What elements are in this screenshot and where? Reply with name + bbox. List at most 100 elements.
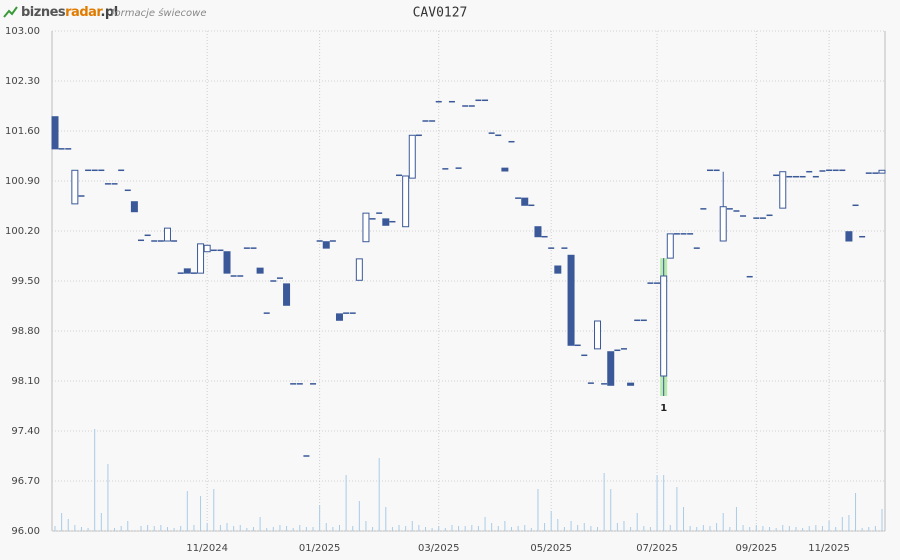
candle-body — [223, 251, 231, 274]
candle-body — [455, 167, 462, 169]
candle-body — [753, 217, 760, 219]
candle-body — [118, 169, 125, 172]
candle-body — [581, 354, 588, 357]
candle-body — [740, 215, 747, 217]
x-tick-label: 01/2025 — [299, 543, 341, 554]
candle-body — [726, 208, 733, 210]
candle-body — [859, 235, 866, 238]
candle-body — [270, 280, 277, 282]
candle-body — [521, 197, 529, 206]
candle-body — [865, 172, 872, 174]
candle-body — [574, 344, 581, 347]
logo-part: radar — [65, 5, 103, 20]
candle-body — [190, 272, 197, 274]
candle-body — [693, 247, 700, 249]
candle-body — [839, 169, 846, 172]
candle-body — [58, 148, 65, 150]
y-tick-label: 98.10 — [11, 376, 40, 387]
candle-body — [415, 134, 422, 137]
y-tick-label: 98.80 — [11, 326, 40, 337]
candle-body — [310, 383, 317, 385]
candle-body — [396, 174, 403, 177]
x-tick-label: 03/2025 — [418, 543, 460, 554]
candle-body — [197, 243, 205, 274]
candle-body — [826, 169, 833, 172]
candle-body — [806, 170, 813, 173]
candle-body — [680, 233, 687, 235]
y-tick-label: 97.40 — [11, 426, 40, 437]
candle-body — [607, 351, 615, 386]
candle-body — [554, 265, 562, 274]
y-tick-label: 103.00 — [5, 26, 40, 37]
candle-body — [65, 148, 72, 150]
candle-body — [296, 383, 303, 385]
candle-body — [171, 240, 178, 242]
x-tick-label: 11/2025 — [808, 543, 850, 554]
candle-body — [376, 212, 383, 214]
candle-body — [389, 220, 396, 223]
candle-body — [250, 247, 257, 249]
candle-body — [812, 175, 819, 178]
candle-body — [362, 212, 370, 243]
candle-body — [508, 140, 515, 143]
candle-body — [78, 195, 85, 197]
candle-body — [746, 275, 753, 278]
candle-body — [422, 120, 429, 122]
candle-body — [799, 175, 806, 178]
candle-body — [786, 175, 793, 178]
candle-body — [157, 240, 164, 242]
candle-body — [442, 168, 449, 170]
candle-body — [601, 383, 608, 385]
candle-body — [766, 214, 773, 217]
x-tick-label: 05/2025 — [530, 543, 572, 554]
candle-body — [151, 240, 158, 242]
candle-body — [832, 169, 839, 172]
candle-body — [51, 116, 59, 150]
y-tick-label: 100.20 — [5, 226, 40, 237]
logo-part: .pl — [100, 5, 117, 20]
candle-body — [567, 254, 575, 346]
candle-body — [329, 240, 336, 242]
candle-body — [130, 201, 138, 213]
candle-body — [355, 258, 363, 281]
candle-body — [587, 382, 594, 384]
candle-body — [719, 206, 727, 242]
candle-body — [468, 105, 475, 107]
candle-body — [177, 272, 184, 274]
candle-body — [647, 282, 654, 284]
candle-body — [276, 277, 283, 279]
x-tick-label: 07/2025 — [636, 543, 678, 554]
candle-body — [673, 233, 680, 235]
candle-body — [283, 283, 291, 306]
candle-body — [303, 455, 310, 457]
candle-body — [627, 382, 635, 386]
y-tick-label: 96.00 — [11, 526, 40, 537]
candle-body — [541, 235, 548, 238]
candle-body — [217, 249, 224, 252]
candle-body — [495, 134, 502, 137]
candle-body — [548, 247, 555, 249]
candle-body — [448, 100, 455, 103]
y-tick-label: 101.60 — [5, 126, 40, 137]
candle-body — [111, 183, 118, 185]
candle-body — [210, 249, 217, 252]
y-tick-label: 99.50 — [11, 276, 40, 287]
candle-body — [349, 312, 356, 314]
candle-body — [343, 312, 350, 314]
candle-body — [700, 208, 707, 210]
candle-body — [482, 99, 489, 102]
candle-body — [515, 197, 522, 199]
candle-body — [91, 169, 98, 172]
x-tick-label: 11/2024 — [186, 543, 228, 554]
candle-body — [435, 100, 442, 103]
candle-body — [263, 312, 270, 314]
candle-body — [203, 244, 211, 253]
candle-body — [534, 226, 542, 238]
logo-part: biznes — [21, 5, 66, 20]
candle-body — [256, 267, 264, 274]
candle-body — [759, 217, 766, 219]
candle-body — [237, 275, 244, 277]
